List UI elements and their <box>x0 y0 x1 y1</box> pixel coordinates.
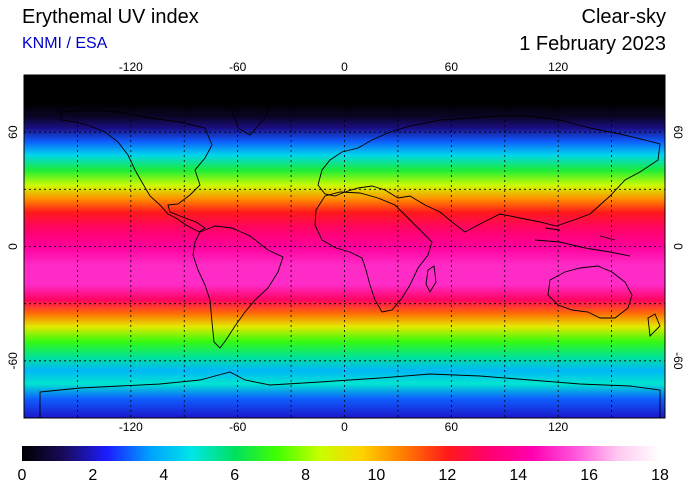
colorbar-tick-label: 8 <box>301 467 310 484</box>
lon-tick-label-top: 60 <box>445 60 459 74</box>
lat-tick-label-left: -60 <box>6 352 20 370</box>
map-frame <box>23 74 666 419</box>
africa-coast <box>314 191 433 313</box>
colorbar-bar <box>22 446 660 461</box>
colorbar-tick-label: 18 <box>651 467 669 484</box>
north-america-coast <box>59 109 213 233</box>
antarctica-coast <box>39 371 661 418</box>
south-america-coast <box>192 225 284 349</box>
lat-tick-label-right: 0 <box>671 243 685 250</box>
lon-tick-label-top: 120 <box>548 60 568 74</box>
colorbar-tick-label: 10 <box>368 467 386 484</box>
colorbar-tick-label: 12 <box>438 467 456 484</box>
coastlines <box>39 89 661 418</box>
lon-tick-label-bottom: 60 <box>445 420 459 434</box>
lat-tick-label-left: 0 <box>6 243 20 250</box>
madagascar-coast <box>425 265 437 293</box>
condition-label: Clear-sky <box>581 6 666 28</box>
lat-tick-label-right: 60 <box>671 125 685 139</box>
europe-asia-coast <box>317 115 661 233</box>
date-label: 1 February 2023 <box>519 33 666 55</box>
australia-coast <box>547 265 633 319</box>
lat-tick-label-left: 60 <box>6 125 20 139</box>
lon-tick-label-top: -60 <box>229 60 247 74</box>
map-title: Erythemal UV index <box>22 6 199 28</box>
graticule <box>24 75 665 418</box>
indonesia-coast <box>534 227 631 257</box>
map-area: -120 -120 -60 -60 0 0 60 60 120 120 60 60 0 0 -60 -60 <box>6 60 685 434</box>
colorbar-tick-label: 4 <box>159 467 168 484</box>
lon-tick-label-top: -120 <box>119 60 143 74</box>
lat-tick-label-right: -60 <box>671 352 685 370</box>
colorbar-tick-label: 14 <box>509 467 527 484</box>
colorbar-tick-label: 2 <box>88 467 97 484</box>
lon-tick-label-bottom: -60 <box>229 420 247 434</box>
colorbar: 0 2 4 6 8 10 12 14 16 18 <box>18 446 669 484</box>
colorbar-tick-label: 6 <box>230 467 239 484</box>
greenland-coast <box>231 89 273 136</box>
lon-tick-label-bottom: -120 <box>119 420 143 434</box>
lon-tick-label-top: 0 <box>341 60 348 74</box>
axis-ticks: -120 -120 -60 -60 0 0 60 60 120 120 60 60 0 0 -60 -60 <box>6 60 685 434</box>
colorbar-ticks: 0 2 4 6 8 10 12 14 16 18 <box>18 467 669 484</box>
credit-label: KNMI / ESA <box>22 35 108 52</box>
colorbar-tick-label: 16 <box>580 467 598 484</box>
new-zealand-coast <box>647 313 661 337</box>
lon-tick-label-bottom: 120 <box>548 420 568 434</box>
colorbar-tick-label: 0 <box>18 467 27 484</box>
lon-tick-label-bottom: 0 <box>341 420 348 434</box>
